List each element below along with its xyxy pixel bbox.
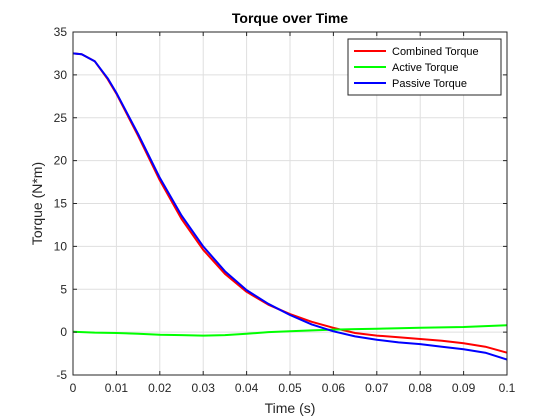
x-tick-label: 0.08 <box>409 381 433 395</box>
x-tick-label: 0 <box>70 381 77 395</box>
y-tick-label: 25 <box>54 111 68 125</box>
y-tick-label: 0 <box>60 325 67 339</box>
x-tick-label: 0.07 <box>365 381 389 395</box>
series-line-active-torque <box>72 324 508 337</box>
series-line-passive-torque <box>72 52 508 361</box>
x-tick-label: 0.02 <box>148 381 172 395</box>
y-axis-label: Torque (N*m) <box>29 162 45 245</box>
x-axis-label: Time (s) <box>265 400 316 416</box>
y-tick-label: -5 <box>56 368 67 382</box>
x-tick-label: 0.09 <box>452 381 476 395</box>
y-tick-label: 30 <box>54 68 68 82</box>
chart-title: Torque over Time <box>232 10 348 26</box>
series-lines <box>72 52 508 361</box>
y-tick-label: 15 <box>54 197 68 211</box>
axis-ticks <box>72 31 508 376</box>
x-tick-label: 0.01 <box>105 381 129 395</box>
legend-entry-combined-torque: Combined Torque <box>392 46 479 58</box>
legend-entry-passive-torque: Passive Torque <box>392 78 467 90</box>
y-tick-label: 35 <box>54 25 68 39</box>
legend: Combined Torque Active Torque Passive Torq… <box>347 38 502 96</box>
y-tick-label: 5 <box>60 282 67 296</box>
y-tick-label: 20 <box>54 154 68 168</box>
tick-labels: 0 0.01 0.02 0.03 0.04 0.05 0.06 0.07 0.08 0.09 0.1… <box>54 25 516 395</box>
x-tick-label: 0.04 <box>235 381 259 395</box>
y-tick-label: 10 <box>54 239 68 253</box>
x-tick-label: 0.05 <box>278 381 302 395</box>
legend-entry-active-torque: Active Torque <box>392 62 458 74</box>
x-tick-label: 0.03 <box>192 381 216 395</box>
x-tick-label: 0.06 <box>322 381 346 395</box>
x-tick-label: 0.1 <box>499 381 516 395</box>
